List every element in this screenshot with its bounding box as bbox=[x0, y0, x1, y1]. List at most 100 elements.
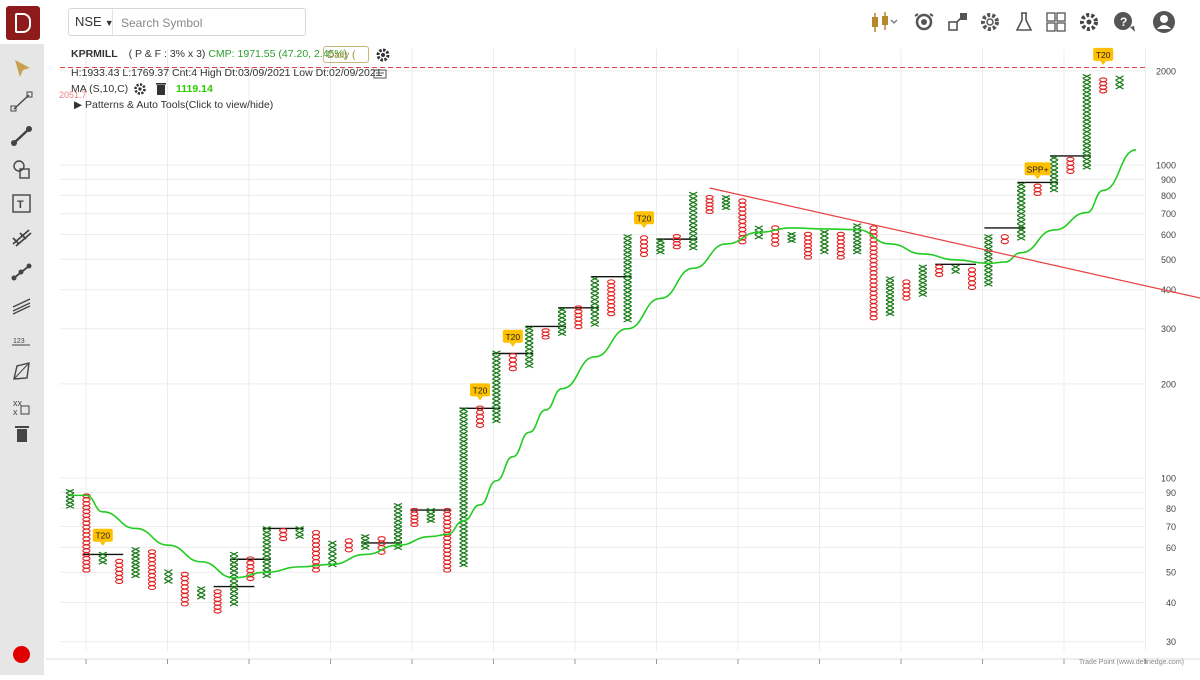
o-box bbox=[541, 328, 550, 333]
user-icon[interactable] bbox=[1150, 8, 1180, 36]
x-box bbox=[1082, 85, 1092, 91]
settings-gear-icon[interactable] bbox=[375, 47, 391, 63]
o-box bbox=[935, 272, 944, 278]
o-box bbox=[705, 198, 714, 204]
x-box bbox=[295, 534, 304, 540]
x-box bbox=[1082, 145, 1092, 150]
line-tool-icon[interactable] bbox=[8, 88, 36, 116]
x-box bbox=[590, 301, 600, 307]
o-box bbox=[377, 536, 386, 542]
tag-pointer bbox=[1100, 60, 1107, 65]
tag-pointer bbox=[1034, 175, 1041, 180]
o-box bbox=[836, 239, 845, 245]
x-column bbox=[196, 586, 206, 600]
svg-text:xx: xx bbox=[13, 398, 23, 408]
o-column bbox=[607, 279, 616, 317]
o-box bbox=[180, 575, 189, 582]
pattern-tag[interactable]: T20 bbox=[502, 329, 523, 347]
x-box bbox=[1082, 133, 1092, 139]
y-tick-label: 900 bbox=[1161, 175, 1176, 185]
o-box bbox=[1033, 187, 1042, 193]
settings-gear-icon[interactable] bbox=[976, 8, 1006, 36]
o-box bbox=[443, 559, 452, 565]
comment-icon[interactable] bbox=[373, 69, 387, 81]
x-box bbox=[918, 280, 928, 286]
cursor-icon[interactable] bbox=[8, 54, 36, 82]
measure-icon[interactable]: 123 bbox=[8, 326, 36, 354]
x-box bbox=[1049, 163, 1059, 169]
parallel-lines-icon[interactable] bbox=[8, 292, 36, 320]
o-box bbox=[475, 414, 485, 420]
pnf-chart[interactable]: 30 40 50 60 70 80 90 100 200 300 400 500 600 700 800 90… bbox=[46, 44, 1200, 675]
o-box bbox=[508, 361, 517, 367]
ma-delete-icon[interactable] bbox=[155, 82, 167, 96]
x-box bbox=[492, 366, 501, 372]
channel-tool-icon[interactable] bbox=[8, 258, 36, 286]
app-logo[interactable] bbox=[6, 6, 40, 40]
x-box bbox=[459, 486, 468, 492]
o-box bbox=[443, 539, 452, 545]
pattern-tag[interactable]: T20 bbox=[634, 211, 654, 229]
o-box bbox=[607, 299, 616, 305]
exchange-select[interactable]: NSE ▼ bbox=[69, 9, 114, 35]
fib-tool-icon[interactable] bbox=[8, 224, 36, 252]
x-box bbox=[262, 541, 272, 547]
search-input[interactable] bbox=[119, 9, 303, 37]
pattern-tool-icon[interactable]: xxx bbox=[8, 392, 36, 420]
o-box bbox=[574, 316, 583, 322]
tag-pointer bbox=[477, 396, 483, 401]
x-box bbox=[229, 568, 239, 574]
x-box bbox=[196, 594, 206, 600]
replay-icon[interactable] bbox=[910, 8, 940, 36]
pattern-tag[interactable]: T20 bbox=[1093, 47, 1114, 65]
trendline[interactable] bbox=[709, 187, 1200, 302]
x-column bbox=[492, 350, 501, 424]
x-box bbox=[393, 537, 403, 543]
x-box bbox=[459, 434, 468, 440]
patterns-toggle[interactable]: ▶ Patterns & Auto Tools(Click to view/hi… bbox=[74, 99, 274, 111]
polygon-tool-icon[interactable] bbox=[8, 358, 36, 386]
x-box bbox=[1082, 164, 1092, 170]
y-tick-label: 400 bbox=[1161, 285, 1176, 295]
x-box bbox=[393, 514, 403, 520]
o-box bbox=[443, 551, 452, 557]
o-box bbox=[869, 278, 878, 284]
segment-tool-icon[interactable] bbox=[8, 122, 36, 150]
o-box bbox=[672, 241, 681, 246]
x-box bbox=[262, 529, 272, 535]
pattern-tag[interactable]: SPP+ bbox=[1024, 162, 1051, 180]
candlestick-icon[interactable] bbox=[868, 8, 898, 36]
o-box bbox=[115, 579, 124, 585]
record-button[interactable] bbox=[13, 646, 30, 663]
x-box bbox=[459, 422, 468, 428]
text-tool-icon[interactable]: T bbox=[8, 190, 36, 218]
o-box bbox=[607, 291, 616, 297]
pattern-tag[interactable]: T20 bbox=[92, 528, 113, 546]
chart-area[interactable]: 30 40 50 60 70 80 90 100 200 300 400 500 600 700 800 90… bbox=[46, 44, 1200, 675]
delete-icon[interactable] bbox=[8, 420, 36, 448]
x-box bbox=[1082, 117, 1092, 123]
o-column bbox=[344, 538, 353, 553]
scan-icon[interactable] bbox=[944, 8, 974, 36]
pattern-tag[interactable]: T20 bbox=[470, 383, 490, 401]
x-box bbox=[688, 220, 698, 226]
x-box bbox=[328, 557, 337, 563]
svg-text:T: T bbox=[17, 199, 24, 211]
lab-icon[interactable] bbox=[1010, 8, 1040, 36]
moving-average-line[interactable] bbox=[70, 149, 1137, 579]
x-box bbox=[459, 514, 468, 520]
tag-box bbox=[1024, 162, 1051, 176]
x-box bbox=[885, 295, 895, 301]
x-column bbox=[656, 238, 665, 255]
layout-grid-icon[interactable] bbox=[1042, 8, 1072, 36]
timeframe-select[interactable]: Daily ( bbox=[323, 46, 369, 63]
y-tick-label: 50 bbox=[1166, 568, 1176, 578]
ma-settings-icon[interactable] bbox=[133, 82, 147, 96]
chat-icon[interactable]: ? bbox=[1110, 8, 1140, 36]
gear-icon[interactable] bbox=[1075, 8, 1105, 36]
x-box bbox=[459, 558, 468, 564]
o-box bbox=[311, 542, 321, 548]
x-box bbox=[98, 555, 108, 561]
x-box bbox=[262, 537, 272, 543]
shape-tool-icon[interactable] bbox=[8, 156, 36, 184]
